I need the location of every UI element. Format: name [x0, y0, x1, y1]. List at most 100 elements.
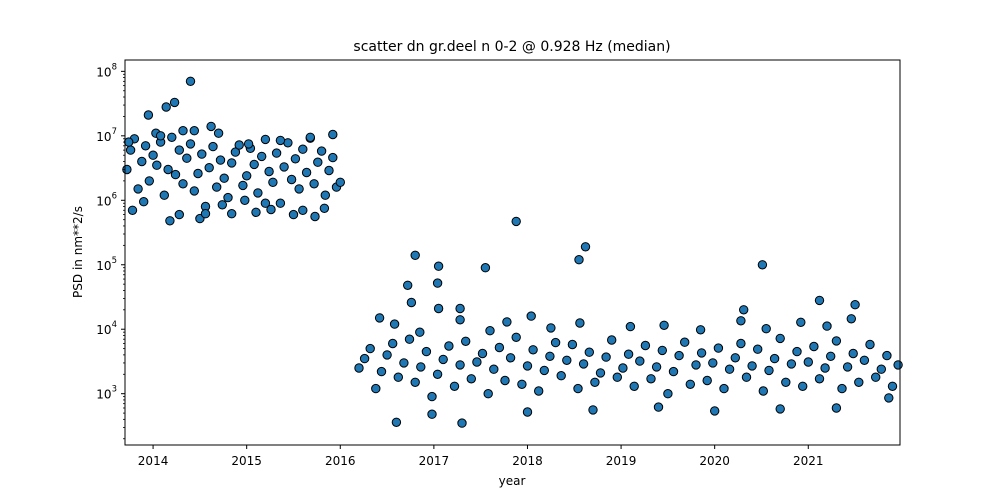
data-point: [481, 264, 489, 272]
data-point: [325, 166, 333, 174]
data-point: [428, 392, 436, 400]
data-point: [254, 189, 262, 197]
data-point: [299, 145, 307, 153]
data-point: [456, 361, 464, 369]
data-point: [183, 154, 191, 162]
data-point: [589, 406, 597, 414]
data-point: [134, 185, 142, 193]
data-point: [860, 356, 868, 364]
data-point: [258, 152, 266, 160]
data-point: [190, 127, 198, 135]
data-point: [709, 359, 717, 367]
data-point: [737, 339, 745, 347]
data-point: [703, 376, 711, 384]
data-point: [692, 361, 700, 369]
data-point: [336, 178, 344, 186]
data-point: [776, 405, 784, 413]
data-point: [366, 344, 374, 352]
data-point: [400, 359, 408, 367]
data-point: [602, 353, 610, 361]
data-point: [276, 199, 284, 207]
data-point: [696, 326, 704, 334]
data-point: [725, 365, 733, 373]
data-point: [243, 172, 251, 180]
data-point: [194, 169, 202, 177]
data-point: [804, 358, 812, 366]
data-point: [289, 210, 297, 218]
data-point: [529, 346, 537, 354]
data-point: [383, 351, 391, 359]
data-point: [456, 316, 464, 324]
data-point: [740, 306, 748, 314]
data-point: [827, 352, 835, 360]
data-point: [162, 103, 170, 111]
data-point: [797, 318, 805, 326]
data-point: [377, 367, 385, 375]
data-point: [311, 212, 319, 220]
data-point: [213, 183, 221, 191]
data-point: [762, 325, 770, 333]
data-point: [220, 174, 228, 182]
data-point: [228, 210, 236, 218]
data-point: [329, 130, 337, 138]
data-point: [291, 155, 299, 163]
x-tick-label: 2017: [419, 454, 450, 468]
data-point: [832, 337, 840, 345]
data-point: [759, 387, 767, 395]
data-point: [261, 135, 269, 143]
data-point: [523, 408, 531, 416]
data-point: [252, 208, 260, 216]
data-point: [295, 185, 303, 193]
data-point: [144, 111, 152, 119]
data-point: [462, 337, 470, 345]
data-point: [506, 354, 514, 362]
x-tick-label: 2016: [325, 454, 356, 468]
data-point: [216, 156, 224, 164]
data-point: [888, 382, 896, 390]
data-point: [390, 320, 398, 328]
data-point: [486, 327, 494, 335]
data-point: [787, 360, 795, 368]
data-point: [647, 375, 655, 383]
data-point: [299, 206, 307, 214]
data-point: [160, 191, 168, 199]
data-point: [503, 318, 511, 326]
data-point: [128, 206, 136, 214]
data-point: [660, 321, 668, 329]
data-point: [209, 142, 217, 150]
data-point: [405, 335, 413, 343]
data-point: [276, 136, 284, 144]
data-point: [720, 384, 728, 392]
data-point: [224, 193, 232, 201]
data-point: [527, 312, 535, 320]
data-point: [585, 348, 593, 356]
data-point: [355, 364, 363, 372]
data-point: [280, 163, 288, 171]
data-point: [855, 378, 863, 386]
data-point: [198, 150, 206, 158]
data-point: [765, 366, 773, 374]
data-point: [512, 333, 520, 341]
data-point: [186, 140, 194, 148]
data-point: [596, 369, 604, 377]
data-point: [866, 340, 874, 348]
data-point: [417, 363, 425, 371]
data-point: [810, 342, 818, 350]
data-point: [686, 380, 694, 388]
data-point: [669, 367, 677, 375]
data-point: [179, 127, 187, 135]
data-point: [681, 338, 689, 346]
data-point: [664, 390, 672, 398]
data-point: [591, 378, 599, 386]
data-point: [518, 380, 526, 388]
data-point: [141, 142, 149, 150]
x-axis-label: year: [499, 474, 526, 488]
data-point: [434, 304, 442, 312]
data-point: [799, 382, 807, 390]
data-point: [125, 138, 133, 146]
data-point: [422, 347, 430, 355]
data-point: [375, 314, 383, 322]
data-point: [235, 141, 243, 149]
